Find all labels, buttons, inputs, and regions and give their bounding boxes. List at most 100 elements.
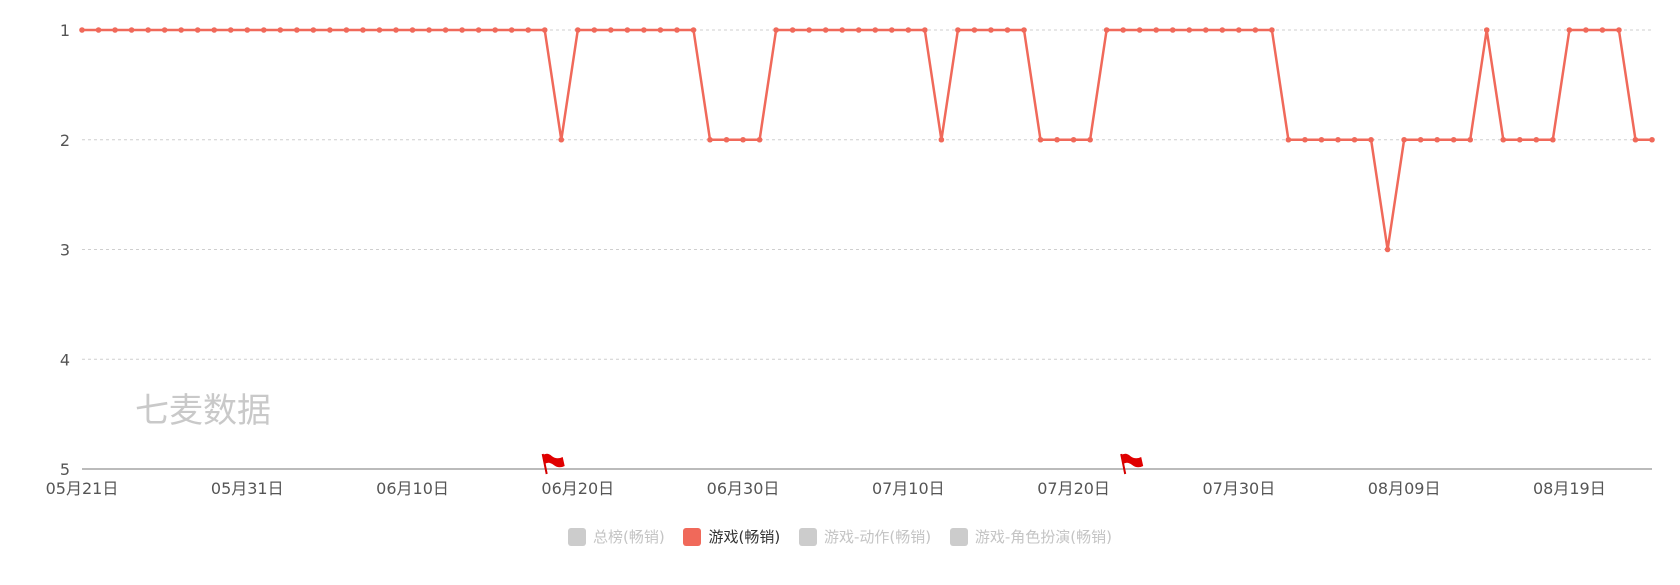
data-point[interactable] <box>227 27 234 33</box>
legend-item-games-action-grossing[interactable]: 游戏-动作(畅销) <box>798 526 931 547</box>
data-point[interactable] <box>1087 136 1093 143</box>
legend-item-games-rpg-grossing[interactable]: 游戏-角色扮演(畅销) <box>949 526 1112 547</box>
data-point[interactable] <box>1120 27 1126 33</box>
data-point[interactable] <box>822 27 829 33</box>
data-point[interactable] <box>905 27 912 33</box>
data-point[interactable] <box>459 27 465 33</box>
data-point[interactable] <box>690 27 697 33</box>
data-point[interactable] <box>1070 136 1077 143</box>
data-point[interactable] <box>1467 136 1474 143</box>
data-point[interactable] <box>360 27 366 33</box>
data-point[interactable] <box>1516 136 1523 143</box>
data-point[interactable] <box>1533 136 1540 143</box>
flag-icon[interactable] <box>541 453 565 475</box>
data-point[interactable] <box>426 27 432 33</box>
data-point[interactable] <box>244 27 251 33</box>
data-point[interactable] <box>1236 27 1242 33</box>
data-point[interactable] <box>1368 136 1374 143</box>
data-point[interactable] <box>1054 136 1060 143</box>
data-point[interactable] <box>541 27 548 33</box>
data-point[interactable] <box>1335 136 1341 143</box>
data-point[interactable] <box>789 27 796 33</box>
data-point[interactable] <box>922 27 928 33</box>
data-point[interactable] <box>112 27 118 33</box>
data-point[interactable] <box>839 27 846 33</box>
data-point[interactable] <box>773 27 779 33</box>
data-point[interactable] <box>1103 27 1110 33</box>
data-point[interactable] <box>1269 27 1275 33</box>
data-point[interactable] <box>1219 27 1226 33</box>
data-point[interactable] <box>1599 27 1606 33</box>
data-point[interactable] <box>955 27 961 33</box>
data-point[interactable] <box>508 27 515 33</box>
data-point[interactable] <box>1318 136 1325 143</box>
data-point[interactable] <box>310 27 317 33</box>
data-point[interactable] <box>872 27 879 33</box>
data-point[interactable] <box>1302 136 1308 143</box>
data-point[interactable] <box>1483 27 1490 33</box>
data-point[interactable] <box>475 27 482 33</box>
data-point[interactable] <box>806 27 812 33</box>
data-point[interactable] <box>1186 27 1193 33</box>
data-point[interactable] <box>327 27 333 33</box>
data-point[interactable] <box>492 27 498 33</box>
data-point[interactable] <box>260 27 267 33</box>
data-point[interactable] <box>1384 246 1391 253</box>
data-point[interactable] <box>128 27 135 33</box>
data-point[interactable] <box>277 27 284 33</box>
data-point[interactable] <box>1500 136 1507 143</box>
data-point[interactable] <box>1434 136 1440 143</box>
data-point[interactable] <box>393 27 399 33</box>
data-point[interactable] <box>674 27 680 33</box>
data-point[interactable] <box>145 27 151 33</box>
data-point[interactable] <box>624 27 631 33</box>
data-point[interactable] <box>1252 27 1259 33</box>
data-point[interactable] <box>1583 27 1589 33</box>
legend-item-games-grossing[interactable]: 游戏(畅销) <box>683 526 780 547</box>
data-point[interactable] <box>971 27 978 33</box>
data-point[interactable] <box>1351 136 1358 143</box>
data-point[interactable] <box>409 27 416 33</box>
data-point[interactable] <box>938 136 945 143</box>
data-point[interactable] <box>1004 27 1011 33</box>
data-point[interactable] <box>1550 136 1556 143</box>
data-point[interactable] <box>1450 136 1457 143</box>
legend-item-overall-grossing[interactable]: 总榜(畅销) <box>567 526 665 547</box>
data-point[interactable] <box>723 136 730 143</box>
data-point[interactable] <box>855 27 862 33</box>
data-point[interactable] <box>294 27 300 33</box>
data-point[interactable] <box>343 27 350 33</box>
data-point[interactable] <box>525 27 532 33</box>
data-point[interactable] <box>1202 27 1209 33</box>
data-point[interactable] <box>194 27 201 33</box>
data-point[interactable] <box>740 136 746 143</box>
data-point[interactable] <box>574 27 581 33</box>
data-point[interactable] <box>558 136 565 143</box>
flag-icon[interactable] <box>1120 453 1144 475</box>
data-point[interactable] <box>1616 27 1622 33</box>
data-point[interactable] <box>1285 136 1292 143</box>
data-point[interactable] <box>707 136 713 143</box>
data-point[interactable] <box>79 27 85 33</box>
data-point[interactable] <box>1566 27 1573 33</box>
data-point[interactable] <box>756 136 763 143</box>
data-point[interactable] <box>211 27 218 33</box>
data-point[interactable] <box>1153 27 1160 33</box>
data-point[interactable] <box>1021 27 1027 33</box>
data-point[interactable] <box>1417 136 1424 143</box>
data-point[interactable] <box>442 27 449 33</box>
data-point[interactable] <box>608 27 614 33</box>
data-point[interactable] <box>1401 136 1407 143</box>
data-point[interactable] <box>1037 136 1044 143</box>
data-point[interactable] <box>376 27 383 33</box>
data-point[interactable] <box>161 27 168 33</box>
data-point[interactable] <box>988 27 994 33</box>
data-point[interactable] <box>1136 27 1143 33</box>
data-point[interactable] <box>1649 136 1655 143</box>
data-point[interactable] <box>1632 136 1639 143</box>
data-point[interactable] <box>178 27 184 33</box>
data-point[interactable] <box>1169 27 1176 33</box>
data-point[interactable] <box>888 27 895 33</box>
data-point[interactable] <box>657 27 664 33</box>
data-point[interactable] <box>95 27 102 33</box>
